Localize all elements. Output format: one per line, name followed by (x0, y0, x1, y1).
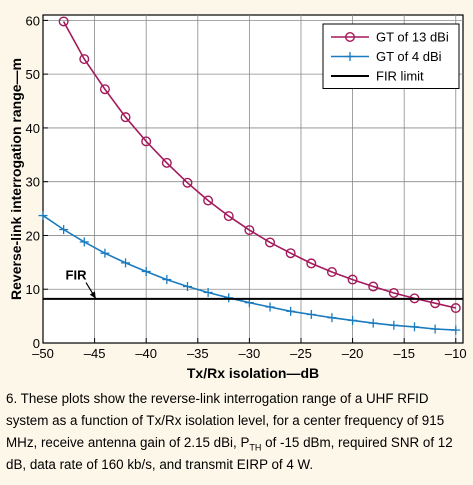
data-point (265, 237, 276, 248)
data-point (58, 16, 69, 27)
y-tick-label: 20 (26, 228, 40, 243)
data-point (409, 322, 419, 332)
series-gt-of-13-dbi (58, 16, 461, 314)
data-point (388, 287, 399, 298)
data-point (120, 112, 131, 123)
legend-swatch-marker (345, 32, 356, 43)
caption-text-2: of -15 dBm, required SNR of 12 dB, data … (6, 435, 457, 472)
legend-entry-fir-limit: FIR limit (331, 69, 424, 84)
data-point (389, 320, 399, 330)
data-point (223, 211, 234, 222)
x-tick-label: –50 (32, 346, 54, 361)
legend-label: GT of 4 dBi (376, 49, 442, 64)
x-axis-label: Tx/Rx isolation—dB (187, 365, 319, 381)
x-tick-label: –15 (393, 346, 415, 361)
data-point (79, 237, 89, 247)
annotation-fir: FIR (66, 268, 97, 299)
data-point (244, 225, 255, 236)
legend-label: GT of 13 dBi (376, 30, 449, 45)
data-point (162, 275, 172, 285)
data-point (100, 248, 110, 258)
data-point (141, 266, 151, 276)
data-point (450, 303, 461, 314)
annotations: FIR (66, 268, 97, 299)
x-tick-label: –35 (187, 346, 209, 361)
data-point (38, 211, 48, 221)
y-tick-label: 30 (26, 175, 40, 190)
data-point (285, 248, 296, 259)
annotation-label: FIR (66, 268, 88, 283)
data-point (286, 306, 296, 316)
data-point (306, 258, 317, 269)
data-point (182, 177, 193, 188)
data-point (182, 282, 192, 292)
y-tick-label: 0 (33, 336, 40, 351)
data-point (203, 287, 213, 297)
annotation-arrow-head (89, 291, 96, 299)
data-point (347, 274, 358, 285)
data-point (368, 318, 378, 328)
data-point (79, 54, 90, 65)
y-tick-label: 60 (26, 13, 40, 28)
series-line (62, 21, 456, 309)
x-tick-label: –45 (84, 346, 106, 361)
grid (43, 15, 463, 343)
series-gt-of-4-dbi (38, 211, 461, 335)
y-tick-label: 10 (26, 282, 40, 297)
data-point (326, 267, 337, 278)
data-point (99, 84, 110, 95)
legend-entry-gt-of-13-dbi: GT of 13 dBi (331, 30, 449, 45)
legend: GT of 13 dBi GT of 4 dBi FIR limit (322, 23, 460, 89)
caption-subscript: TH (249, 442, 262, 453)
data-point (265, 302, 275, 312)
legend-swatch-marker (345, 52, 355, 61)
data-point (451, 325, 461, 335)
data-point (430, 324, 440, 334)
y-tick-label: 50 (26, 67, 40, 82)
x-tick-label: –10 (445, 346, 467, 361)
data-point (141, 136, 152, 147)
y-tick-label: 40 (26, 121, 40, 136)
x-tick-label: –25 (290, 346, 312, 361)
ticks: –50 –45 –40 –35 –30 –25 –20 –15 –10 0 10 20 30 40 50 60 (26, 13, 467, 361)
line-chart: –50 –45 –40 –35 –30 –25 –20 –15 –10 0 10 20 30 40 50 60… (8, 13, 467, 381)
data-point (161, 157, 172, 168)
series-layer (38, 16, 463, 335)
data-point (121, 258, 131, 268)
data-point (306, 310, 316, 320)
data-point (203, 195, 214, 206)
data-point (327, 313, 337, 323)
data-point (59, 225, 69, 235)
x-tick-label: –40 (135, 346, 157, 361)
data-point (368, 281, 379, 292)
figure-caption: 6. These plots show the reverse-link int… (6, 388, 468, 476)
y-axis-label: Reverse-link interrogation range—m (8, 58, 24, 300)
legend-entry-gt-of-4-dbi: GT of 4 dBi (331, 49, 442, 64)
data-point (348, 315, 358, 325)
data-point (224, 293, 234, 303)
x-tick-label: –30 (239, 346, 261, 361)
x-tick-label: –20 (342, 346, 364, 361)
caption-text-1: 6. These plots show the reverse-link int… (6, 391, 448, 450)
legend-label: FIR limit (376, 69, 424, 84)
